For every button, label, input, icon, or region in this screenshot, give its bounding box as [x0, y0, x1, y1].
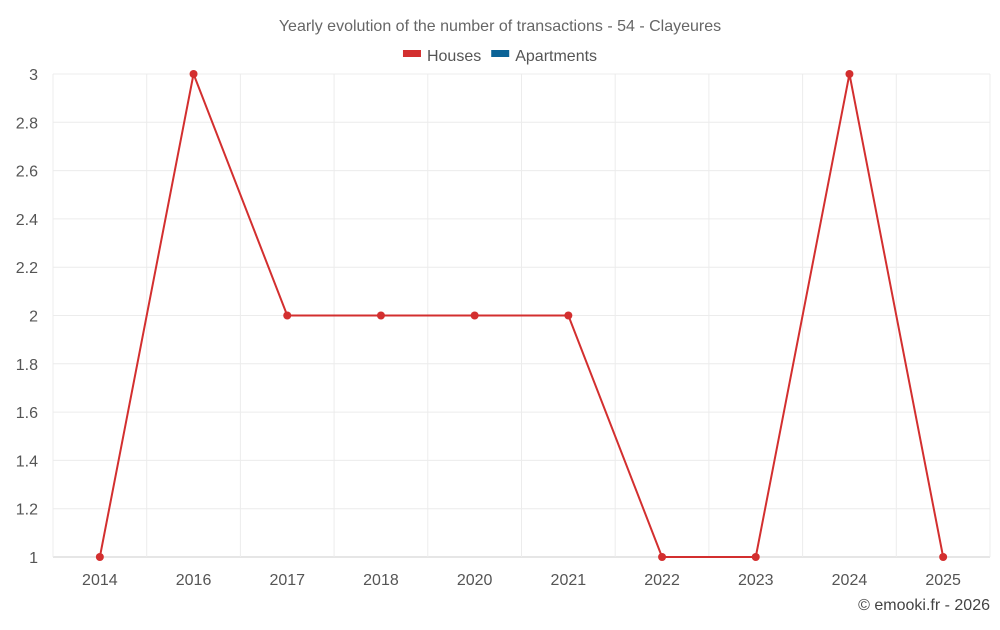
y-tick-label: 1.4: [16, 453, 38, 470]
y-tick-label: 1.2: [16, 502, 38, 519]
y-tick-label: 2.4: [16, 212, 38, 229]
x-tick-label: 2021: [551, 572, 587, 589]
y-tick-label: 1: [29, 550, 38, 567]
data-point: [376, 311, 385, 320]
y-tick-label: 1.8: [16, 357, 38, 374]
chart-credit: © emooki.fr - 2026: [858, 597, 990, 614]
chart-title: Yearly evolution of the number of transa…: [279, 18, 721, 35]
series-line-houses: [98, 73, 945, 558]
x-tick-label: 2023: [738, 572, 774, 589]
y-tick-label: 3: [29, 67, 38, 84]
x-tick-label: 2018: [363, 572, 399, 589]
data-point: [845, 70, 854, 78]
legend-label: Apartments: [515, 48, 597, 65]
x-tick-label: 2025: [925, 572, 961, 589]
data-point: [751, 553, 760, 561]
data-point: [470, 311, 479, 320]
y-tick-label: 1.6: [16, 405, 38, 422]
y-tick-label: 2: [29, 309, 38, 326]
legend-swatch: [402, 50, 421, 57]
legend-item-houses: Houses: [402, 48, 481, 65]
x-axis: 2014 2016 2017 2018 2020 2021 2022 2023 2024 2025: [82, 572, 961, 589]
data-point: [658, 553, 667, 561]
legend: Houses Apartments: [402, 48, 597, 65]
data-point: [939, 553, 948, 561]
y-tick-label: 2.6: [16, 164, 38, 181]
data-point: [564, 311, 573, 320]
y-axis: 1 1.2 1.4 1.6 1.8 2 2.2 2.4 2.6 2.8 3: [16, 67, 38, 567]
data-point: [95, 553, 104, 561]
series-layer: [95, 70, 948, 561]
x-tick-label: 2016: [176, 572, 212, 589]
legend-label: Houses: [427, 48, 481, 65]
legend-item-apartments: Apartments: [491, 48, 597, 65]
y-tick-label: 2.8: [16, 115, 38, 132]
x-tick-label: 2014: [82, 572, 118, 589]
data-point: [189, 70, 198, 78]
x-tick-label: 2020: [457, 572, 493, 589]
x-tick-label: 2024: [832, 572, 868, 589]
x-tick-label: 2017: [269, 572, 305, 589]
x-tick-label: 2022: [644, 572, 680, 589]
data-point: [283, 311, 292, 320]
legend-swatch: [491, 50, 510, 57]
y-tick-label: 2.2: [16, 260, 38, 277]
